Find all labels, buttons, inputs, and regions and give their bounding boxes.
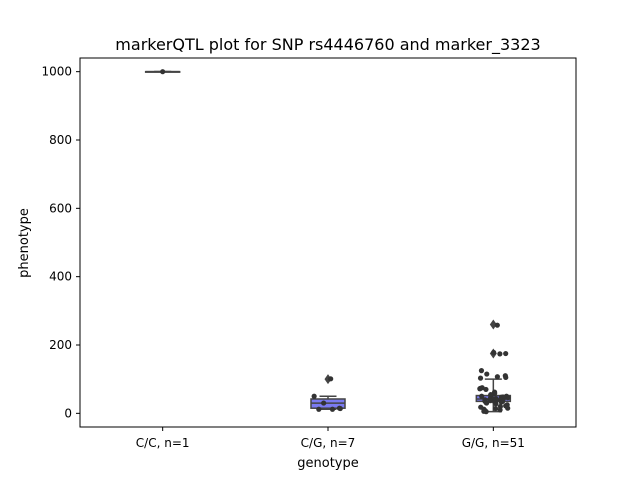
data-point <box>503 350 509 357</box>
y-tick-label: 0 <box>64 406 72 420</box>
plot-frame <box>79 57 577 428</box>
data-point <box>503 374 509 381</box>
data-point <box>498 399 504 405</box>
x-tick-label: C/C, n=1 <box>136 436 190 450</box>
data-point <box>491 349 497 356</box>
data-point <box>477 375 484 381</box>
data-point <box>493 401 499 407</box>
data-point <box>479 393 485 399</box>
data-point <box>487 398 494 404</box>
data-point <box>477 386 483 392</box>
x-axis-label: genotype <box>297 456 358 471</box>
data-point <box>316 406 322 412</box>
y-tick-label: 200 <box>49 338 72 352</box>
data-point <box>329 406 336 412</box>
plot-area: 0 200 400 600 800 1000 C/C, n=1 C/G, n=7 G/G, n=… <box>41 65 524 450</box>
data-point <box>160 69 166 75</box>
y-axis-label: phenotype <box>17 208 32 278</box>
data-point <box>321 400 327 406</box>
data-point <box>484 371 490 377</box>
y-tick-label: 600 <box>49 201 72 215</box>
data-point <box>483 409 489 415</box>
data-point <box>328 376 334 382</box>
data-point <box>494 374 500 380</box>
x-tick-label: G/G, n=51 <box>462 436 525 450</box>
x-tick-label: C/G, n=7 <box>301 436 356 450</box>
y-tick-label: 400 <box>49 270 72 284</box>
data-point <box>505 395 511 401</box>
data-point <box>478 368 485 374</box>
data-point <box>483 400 490 406</box>
data-point <box>497 351 503 357</box>
data-point <box>492 405 499 412</box>
y-tick-label: 800 <box>49 133 72 147</box>
data-point <box>505 405 511 411</box>
data-point <box>494 322 500 328</box>
data-point <box>337 405 343 412</box>
data-point <box>311 393 317 399</box>
outlier-marker <box>489 319 497 330</box>
chart-title: markerQTL plot for SNP rs4446760 and mar… <box>115 35 540 55</box>
data-point <box>483 386 489 393</box>
data-point <box>497 407 503 413</box>
y-tick-label: 1000 <box>41 65 72 79</box>
